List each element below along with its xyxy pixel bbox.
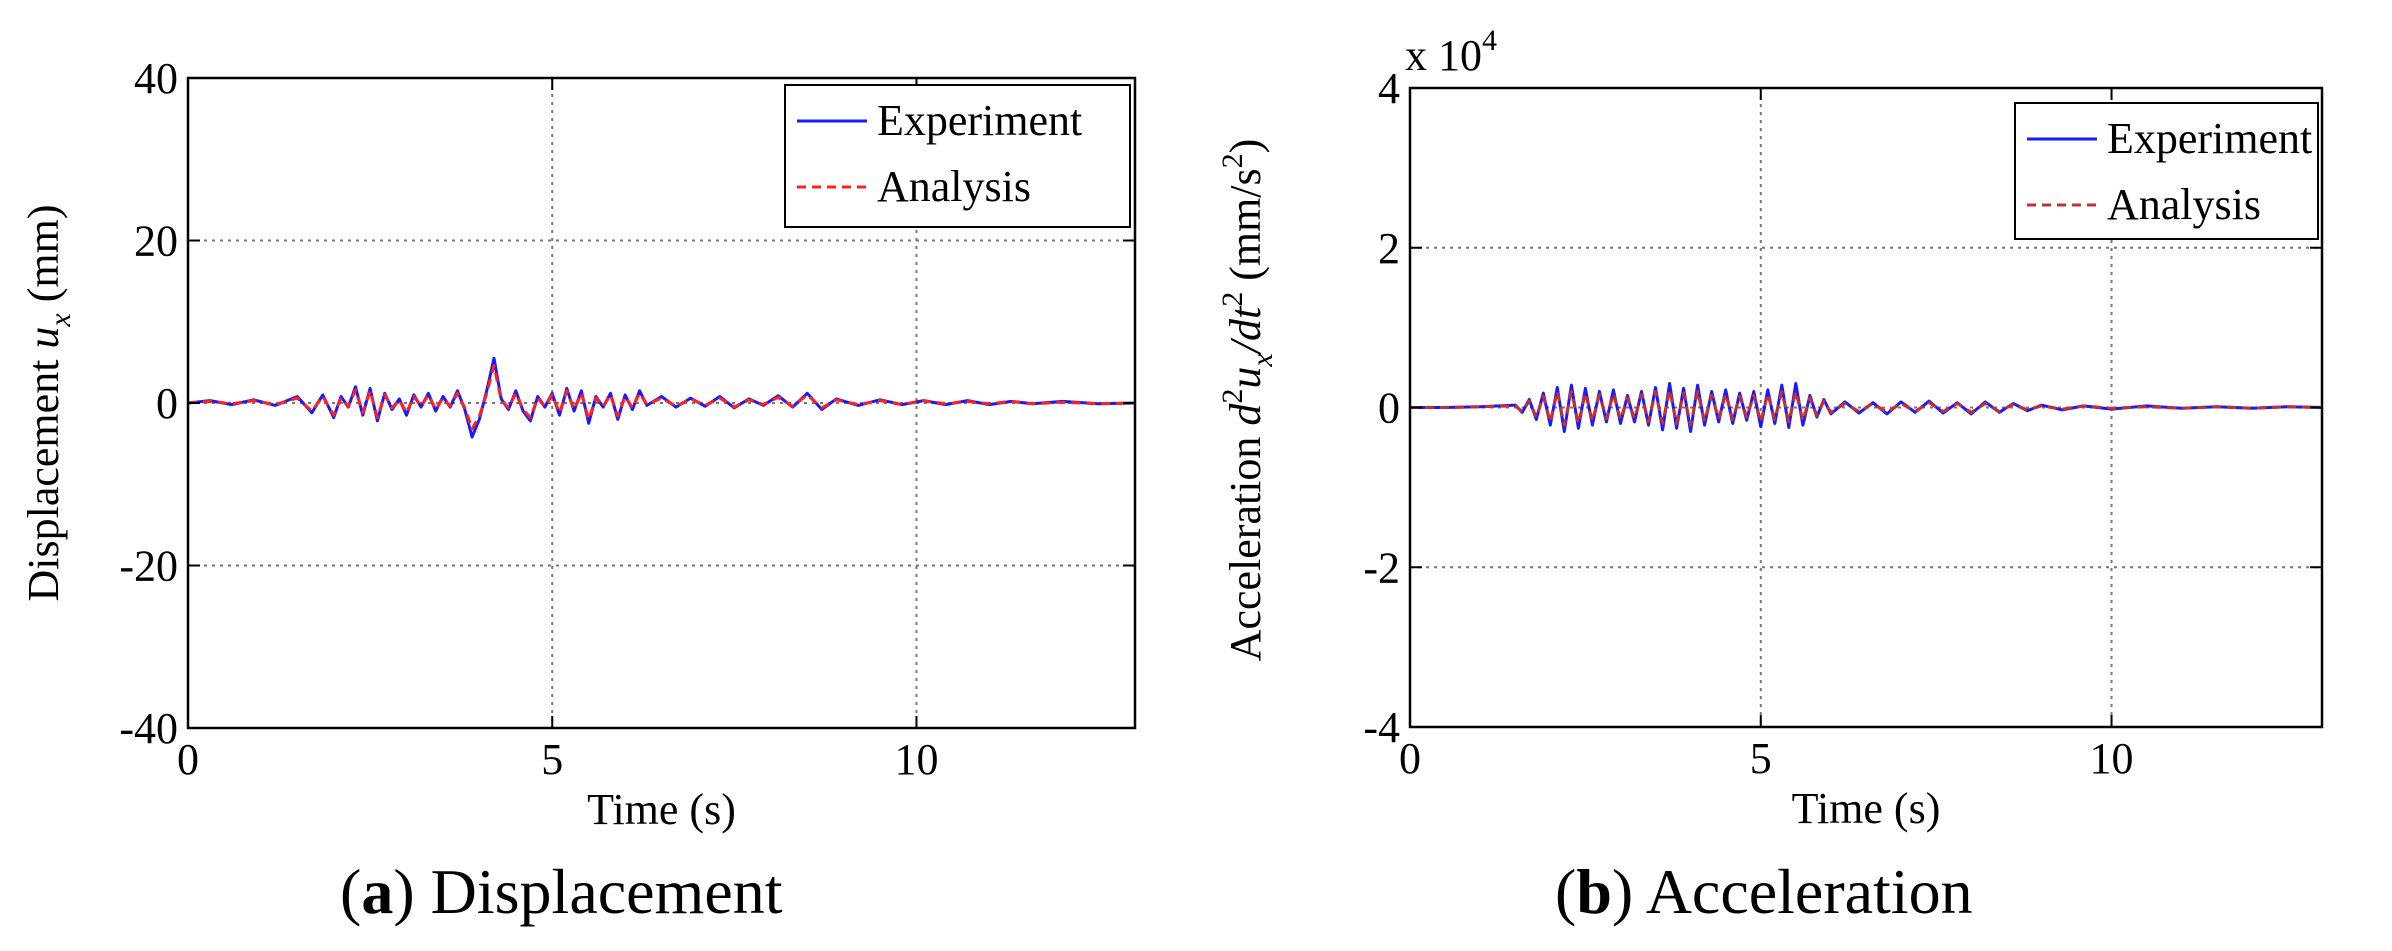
legend-box: [2014, 102, 2319, 240]
panel-displacement: 0 5 10 -40 -20 0 20 40 Time (s) Experiment Analysi…: [0, 0, 1180, 840]
y-tick-label: 0: [156, 379, 178, 428]
legend-label-analysis: Analysis: [2107, 180, 2261, 229]
legend-label-analysis: Analysis: [877, 162, 1031, 211]
x-axis-label: Time (s): [1792, 784, 1941, 833]
x-tick-label: 5: [541, 735, 563, 784]
y-tick-label: 2: [1378, 224, 1400, 273]
y-tick-label: 20: [134, 217, 178, 266]
legend-label-experiment: Experiment: [877, 96, 1082, 145]
x-axis-label: Time (s): [587, 785, 736, 834]
displacement-chart: 0 5 10 -40 -20 0 20 40 Time (s) Experiment Analysi…: [19, 54, 1137, 834]
y-tick-label: -20: [119, 542, 178, 591]
legend-box: [784, 84, 1131, 228]
series-line-analysis: [1410, 388, 2322, 427]
x-tick-label: 5: [1750, 734, 1772, 783]
y-axis-label: Acceleration d2ux/dt2 (mm/s2): [1216, 139, 1279, 662]
legend-label-experiment: Experiment: [2107, 114, 2312, 163]
x-tick-label: 10: [2090, 734, 2134, 783]
y-tick-label: -2: [1363, 543, 1400, 592]
panel-acceleration: 0 5 10 -4 -2 0 2 4 Time (s) Experiment Analysis x 1…: [1200, 0, 2392, 840]
x-tick-label: 0: [1399, 734, 1421, 783]
y-tick-label: 0: [1378, 384, 1400, 433]
acceleration-chart: 0 5 10 -4 -2 0 2 4 Time (s) Experiment Analysis x 1…: [1216, 24, 2324, 833]
y-exponent-label: x 104: [1405, 24, 1497, 80]
x-tick-label: 0: [177, 735, 199, 784]
x-tick-label: 10: [894, 735, 938, 784]
series-line-analysis: [188, 364, 1135, 431]
caption-acceleration: (b) Acceleration: [1555, 856, 1973, 927]
y-tick-label: 4: [1378, 64, 1400, 113]
caption-displacement: (a) Displacement: [340, 856, 783, 927]
y-axis-label: Displacement ux (mm): [19, 204, 77, 601]
y-tick-label: -4: [1363, 703, 1400, 752]
y-tick-label: 40: [134, 54, 178, 103]
y-tick-label: -40: [119, 704, 178, 753]
